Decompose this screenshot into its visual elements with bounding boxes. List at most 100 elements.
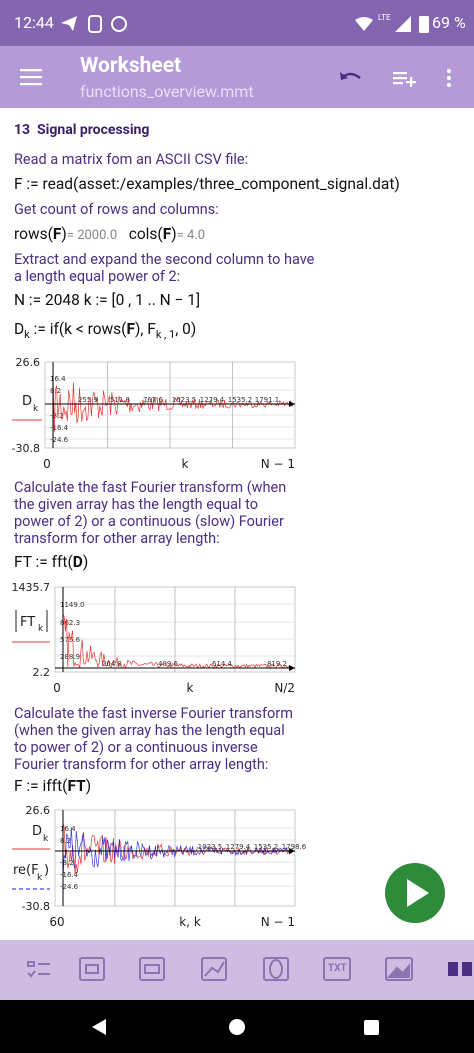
y-inner-label: -24.6 [60,883,79,891]
subtitle: functions_overview.mmt [80,82,254,101]
plots: 16.4 8.2 -8.2 -16.4 -24.6 255.9 511.8 767.6 1023… [12,356,307,929]
axis-label: 60 [49,915,64,929]
run-button[interactable] [384,862,446,924]
x-inner-label: 1279.4 [200,396,225,404]
actions[interactable] [338,66,458,90]
comment: power of 2) or a continuous (slow) Fouri… [14,513,284,530]
y-inner-label: -16.4 [50,424,69,432]
navigation-bar [0,1000,474,1053]
y-inner-label: -8.2 [60,859,74,867]
axis-label: D [22,394,32,409]
text-button[interactable]: TXT [328,963,347,974]
comment: Fourier transform for other array length… [14,756,269,773]
axis-label: -30.8 [12,442,40,455]
x-inner-label: 819.2 [267,660,287,668]
axis-label: -30.8 [22,900,50,913]
x-inner-label: 409.6 [158,660,179,668]
menu-button[interactable] [20,68,42,86]
axis-label: 26.6 [26,804,51,817]
x-inner-label: 511.8 [110,396,130,404]
signal-icons [355,16,411,32]
part: ) [61,225,67,243]
part: cols( [128,225,163,243]
axis-label: N − 1 [261,915,295,929]
part: F [126,320,135,338]
x-inner-label: 614.4 [212,660,233,668]
formula: Dk := if(k < rows(F), Fk , 1, 0) [14,320,196,341]
formula: N := 2048 k := [0 , 1 .. N − 1] [14,291,201,309]
comment: Calculate the fast Fourier transform (wh… [14,479,287,496]
bottom-toolbar: TXT [0,940,474,1000]
status-icons [61,15,127,33]
result: = 2000.0 [66,228,118,243]
formula: FT := fft(D) [14,553,88,571]
comment: Get count of rows and columns: [14,201,219,218]
axis-arrow [289,401,295,407]
axis-label: N − 1 [261,457,295,471]
part: , 0) [175,320,197,338]
y-inner-label: 16.4 [60,825,76,833]
y-inner-label: -8.2 [50,412,64,420]
comment: (when the given array has the length equ… [14,722,285,739]
axis-label: 2.2 [33,666,51,679]
part: ), F [135,320,156,338]
part: k [24,328,30,341]
comment: the given array has the length equal to [14,496,259,513]
comment: Calculate the fast inverse Fourier trans… [14,705,293,722]
part: F [52,225,62,243]
x-inner-label: 204.8 [102,660,122,668]
nav-buttons[interactable] [0,1000,474,1053]
plot: 16.4 8.2 -8.2 -16.4 -24.6 1023.5 1279.4 1535.2 1… [54,809,307,907]
title: Worksheet [80,54,182,78]
y-inner-label: -16.4 [60,871,79,879]
axis-label: 26.6 [16,356,41,369]
part: D [72,553,83,571]
axis-arrow [289,848,295,854]
axis-label: k [38,624,44,634]
comment: to power of 2) or a continuous inverse [14,739,258,756]
axis-label: k [33,404,39,414]
axis-arrow [289,665,295,671]
comment: Extract and expand the second column to … [14,251,315,268]
x-inner-label: 1279.4 [226,843,251,851]
axis-label: FT [20,615,35,630]
part: ) [171,225,177,243]
network: LTE [378,13,391,22]
toolbar-icons[interactable] [0,940,474,1000]
x-inner-label: 255.9 [78,396,98,404]
axis-label: k [187,681,194,695]
part: F [162,225,172,243]
axis-label: 1435.7 [12,581,51,594]
x-inner-label: 1023.5 [198,843,223,851]
part: FT [67,777,86,795]
app-bar: Worksheet functions_overview.mmt [0,46,474,108]
status-bar: 12:44 LTE 69 % [0,0,474,46]
axis-label: ) [44,863,49,878]
battery: 69 % [432,13,466,32]
y-inner-label: -24.6 [50,436,69,444]
part: ) [82,553,89,571]
section-header: 13 Signal processing [14,122,149,138]
axis-label: k [43,834,49,844]
x-inner-label: 767.6 [143,396,164,404]
axis-label: k, k [179,915,201,929]
axis-label: N/2 [274,681,295,695]
comment: transform for other array length: [14,530,220,547]
time: 12:44 [14,13,54,32]
x-inner-label: 1535.2 [254,843,279,851]
y-inner-label: 1149.0 [60,601,85,609]
part: D [14,320,25,338]
signal [52,369,294,433]
y-inner-label: 288.9 [60,653,80,661]
axis-label: 0 [43,457,51,471]
part: F := ifft( [14,777,68,795]
y-inner-label: 8.2 [60,837,71,845]
y-inner-label: 862.3 [60,619,80,627]
part: FT := fft( [14,553,73,571]
battery-icon [419,16,429,33]
part: rows( [14,225,53,243]
x-inner-label: 1791.1 [255,396,280,404]
